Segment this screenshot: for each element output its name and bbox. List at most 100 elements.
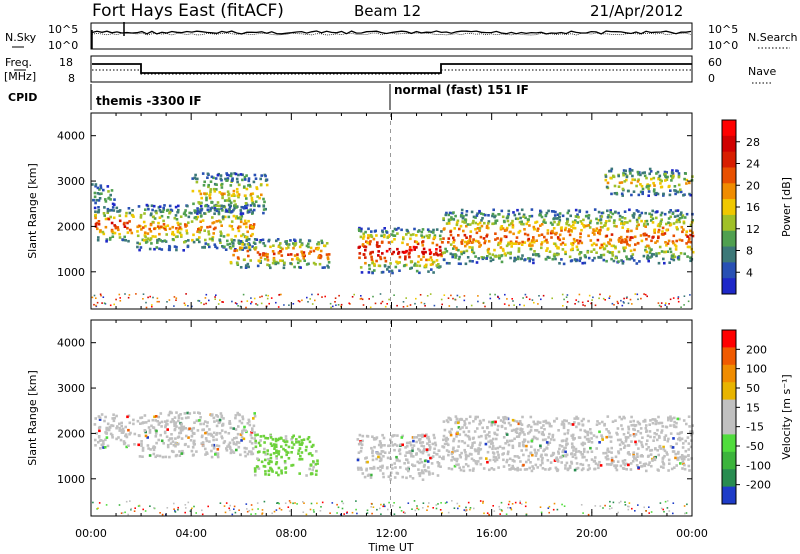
heatmap-speckle <box>450 294 452 297</box>
heatmap-cell-4 <box>473 448 477 451</box>
heatmap-cell-1 <box>175 411 178 414</box>
power-panel-frame <box>90 112 693 310</box>
heatmap-cell-1 <box>237 425 240 428</box>
heatmap-cell-6 <box>469 230 473 233</box>
heatmap-speckle <box>303 502 305 504</box>
heatmap-cell-2 <box>267 469 271 473</box>
heatmap-cell-2 <box>283 461 287 465</box>
heatmap-speckle <box>524 293 527 296</box>
heatmap-cell-0 <box>109 432 113 436</box>
heatmap-cell-4 <box>645 424 648 427</box>
heatmap-cell-4 <box>647 463 650 467</box>
heatmap-cell-4 <box>642 462 646 466</box>
heatmap-cell-2 <box>230 220 234 223</box>
heatmap-cell-0 <box>115 206 119 210</box>
heatmap-cell-6 <box>520 220 523 224</box>
heatmap-speckle <box>93 303 95 306</box>
heatmap-cell-6 <box>648 246 651 250</box>
heatmap-speckle <box>257 508 259 510</box>
heatmap-speckle <box>93 294 96 297</box>
heatmap-speckle <box>369 306 372 309</box>
heatmap-speckle <box>668 510 671 512</box>
heatmap-cell-6 <box>573 226 577 230</box>
heatmap-cell-1 <box>172 420 175 423</box>
heatmap-cell-6 <box>609 211 612 214</box>
heatmap-speckle <box>672 502 675 504</box>
heatmap-cell-7 <box>610 167 614 171</box>
heatmap-speckle <box>393 294 395 296</box>
heatmap-speckle <box>393 513 396 515</box>
heatmap-cell-5 <box>415 240 419 244</box>
heatmap-cell-4 <box>488 468 491 472</box>
heatmap-cell-4 <box>668 462 671 465</box>
heatmap-cell-3 <box>429 446 432 449</box>
heatmap-speckle <box>499 513 501 515</box>
heatmap-cell-5 <box>369 233 373 237</box>
heatmap-cell-6 <box>652 253 655 256</box>
heatmap-cell-1 <box>212 416 216 420</box>
heatmap-speckle <box>669 298 672 301</box>
heatmap-speckle <box>666 500 669 502</box>
heatmap-cell-0 <box>105 436 109 439</box>
heatmap-speckle <box>381 300 384 303</box>
heatmap-cell-5 <box>433 236 436 239</box>
heatmap-cell-3 <box>404 454 407 457</box>
heatmap-cell-0 <box>108 238 112 241</box>
heatmap-cell-4 <box>508 457 512 461</box>
heatmap-cell-4 <box>327 261 331 264</box>
heatmap-cell-6 <box>529 257 532 260</box>
heatmap-cell-6 <box>633 213 636 216</box>
heatmap-cell-3 <box>236 194 240 197</box>
heatmap-cell-6 <box>496 237 499 240</box>
heatmap-cell-4 <box>684 439 687 443</box>
heatmap-cell-3 <box>243 185 246 188</box>
heatmap-cell-5 <box>409 233 413 237</box>
heatmap-cell-0 <box>111 206 115 209</box>
heatmap-cell-3 <box>431 455 435 458</box>
heatmap-cell-1 <box>241 417 245 421</box>
heatmap-cell-4 <box>581 463 585 467</box>
heatmap-speckle <box>284 502 287 504</box>
colorbar-swatch <box>722 278 736 295</box>
heatmap-speckle <box>278 507 281 510</box>
heatmap-cell-5 <box>402 236 405 239</box>
heatmap-cell-6 <box>457 257 461 261</box>
heatmap-cell-6 <box>633 235 637 239</box>
heatmap-cell-1 <box>234 414 238 417</box>
heatmap-cell-4 <box>598 441 601 444</box>
heatmap-cell-6 <box>533 227 537 231</box>
heatmap-cell-6 <box>517 255 520 259</box>
heatmap-cell-4 <box>620 424 623 427</box>
heatmap-cell-4 <box>607 457 610 461</box>
heatmap-cell-2 <box>253 470 257 473</box>
heatmap-cell-2 <box>215 220 219 223</box>
heatmap-speckle <box>379 293 382 295</box>
heatmap-cell-4 <box>689 433 693 437</box>
heatmap-cell-7 <box>683 177 686 181</box>
heatmap-cell-4 <box>641 455 644 458</box>
heatmap-cell-4 <box>511 444 515 448</box>
heatmap-cell-4 <box>663 438 666 441</box>
heatmap-cell-1 <box>187 416 190 419</box>
heatmap-cell-3 <box>378 456 382 459</box>
heatmap-cell-6 <box>599 246 602 250</box>
heatmap-cell-7 <box>659 178 662 182</box>
heatmap-cell-4 <box>573 421 576 424</box>
heatmap-cell-2 <box>300 439 304 442</box>
heatmap-cell-3 <box>422 449 425 452</box>
heatmap-cell-1 <box>153 446 157 449</box>
heatmap-speckle <box>97 507 99 510</box>
heatmap-cell-0 <box>94 417 97 420</box>
heatmap-cell-4 <box>256 264 260 268</box>
heatmap-cell-6 <box>623 217 627 220</box>
heatmap-cell-6 <box>680 211 683 214</box>
heatmap-cell-5 <box>396 247 399 251</box>
heatmap-cell-4 <box>519 468 522 471</box>
heatmap-cell-4 <box>484 442 488 446</box>
heatmap-cell-6 <box>669 250 673 254</box>
heatmap-cell-6 <box>454 253 457 256</box>
heatmap-cell-2 <box>264 453 267 456</box>
heatmap-speckle <box>124 511 126 514</box>
heatmap-speckle <box>366 509 369 512</box>
colorbar-tick-label: 4 <box>746 266 753 279</box>
